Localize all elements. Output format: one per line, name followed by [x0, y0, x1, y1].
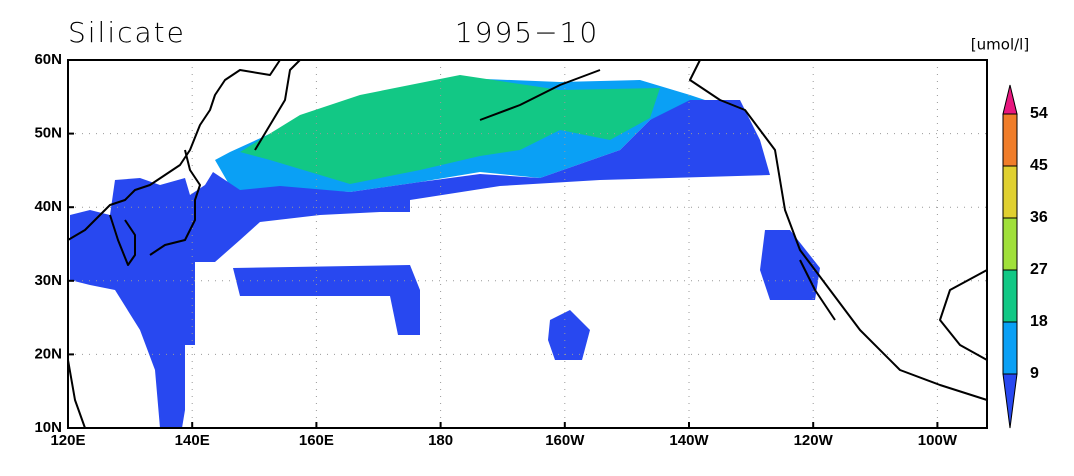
coastline [109, 214, 136, 266]
colorbar-segment [1002, 321, 1018, 375]
lon-label: 180 [428, 432, 453, 449]
lat-label: 60N [34, 51, 62, 68]
coastline [689, 59, 988, 401]
colorbar-label: 18 [1030, 313, 1048, 330]
lat-label: 40N [34, 198, 62, 215]
lon-label: 120W [794, 432, 834, 449]
field-below-9 [70, 100, 770, 428]
concentration-fields [70, 75, 820, 428]
lon-label: 160W [545, 432, 585, 449]
coastline [67, 359, 86, 429]
field-below-9 [548, 310, 590, 360]
colorbar-high [1002, 84, 1018, 115]
field-below-9 [760, 230, 820, 300]
colorbar-segment [1002, 165, 1018, 219]
plot-frame [67, 59, 988, 429]
lat-label: 50N [34, 125, 62, 142]
lon-label: 120E [50, 432, 85, 449]
colorbar-label: 45 [1030, 157, 1048, 174]
coastline [67, 59, 281, 241]
date: 1995−10 [455, 16, 599, 49]
colorbar-low [1002, 373, 1018, 429]
lat-label: 10N [34, 419, 62, 436]
lon-label: 140E [175, 432, 210, 449]
coastlines [67, 59, 988, 429]
colorbar-label: 27 [1030, 261, 1048, 278]
coastline [254, 59, 301, 151]
lat-label: 20N [34, 345, 62, 362]
lon-label: 140W [669, 432, 709, 449]
coastline [479, 69, 601, 121]
colorbar-label: 9 [1030, 365, 1039, 382]
field-below-9 [233, 265, 420, 335]
colorbar-label: 36 [1030, 209, 1048, 226]
coastline [149, 149, 201, 256]
lon-label: 160E [299, 432, 334, 449]
lon-label: 100W [918, 432, 958, 449]
colorbar-segment [1002, 269, 1018, 323]
colorbar-segment [1002, 217, 1018, 271]
lat-label: 30N [34, 272, 62, 289]
title: Silicate [68, 16, 186, 49]
colorbar: 9 18 27 36 45 54 [1002, 84, 1048, 429]
colorbar-unit: [umol/l] [971, 36, 1029, 54]
coastline [799, 259, 836, 321]
field-18-27 [240, 75, 660, 184]
colorbar-label: 54 [1030, 105, 1048, 122]
colorbar-segment [1002, 113, 1018, 167]
coastline [939, 269, 988, 361]
